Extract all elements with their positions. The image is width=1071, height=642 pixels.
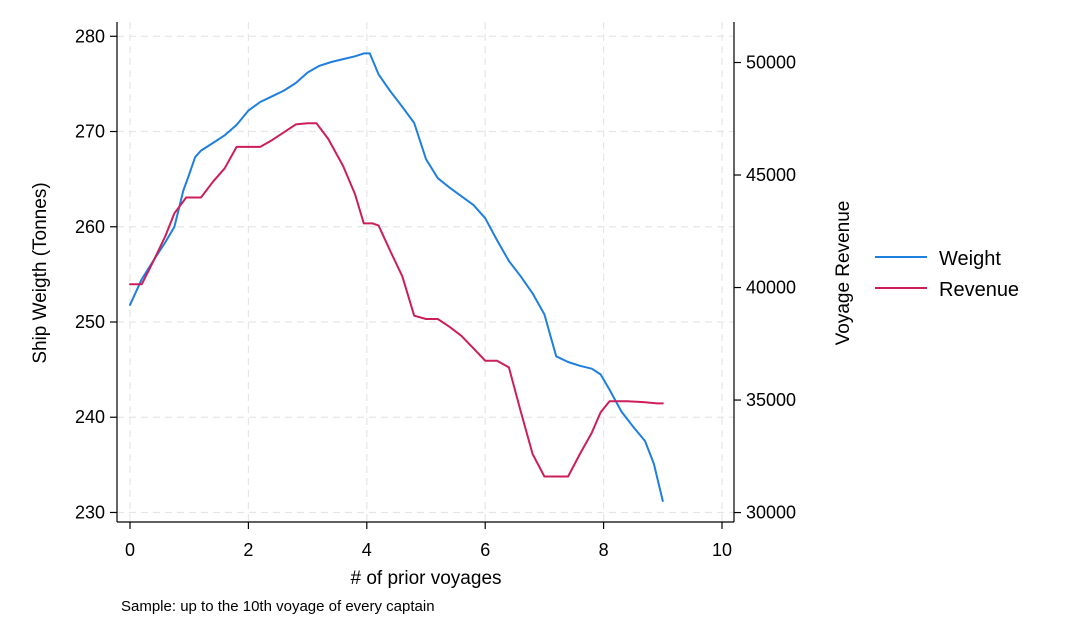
y2-axis-title: Voyage Revenue [833, 201, 854, 346]
y2-tick-label: 40000 [746, 278, 796, 298]
series-lines [129, 52, 664, 502]
axes: 0 2 4 6 8 10 230 240 250 260 270 280 30000 35000 40000… [75, 22, 796, 560]
series-line-weight [129, 52, 664, 502]
y-tick-label: 250 [75, 312, 105, 332]
y2-tick-label: 35000 [746, 390, 796, 410]
y-axis-title: Ship Weigth (Tonnes) [30, 182, 51, 363]
sample-note: Sample: up to the 10th voyage of every c… [121, 598, 435, 615]
x-tick-label: 8 [599, 540, 609, 560]
y2-tick-label: 45000 [746, 165, 796, 185]
legend: Weight Revenue [875, 248, 1019, 301]
y-tick-label: 230 [75, 502, 105, 522]
series-line-revenue [129, 122, 664, 478]
x-tick-label: 4 [362, 540, 372, 560]
y-tick-label: 240 [75, 407, 105, 427]
grid [117, 22, 734, 522]
x-tick-label: 10 [712, 540, 732, 560]
y2-tick-label: 50000 [746, 53, 796, 73]
y-tick-label: 260 [75, 217, 105, 237]
x-tick-label: 6 [480, 540, 490, 560]
y-tick-label: 270 [75, 122, 105, 142]
y2-tick-label: 30000 [746, 503, 796, 523]
legend-label-weight: Weight [939, 248, 1001, 270]
x-tick-label: 2 [243, 540, 253, 560]
legend-label-revenue: Revenue [939, 279, 1019, 301]
x-tick-label: 0 [125, 540, 135, 560]
y-tick-label: 280 [75, 26, 105, 46]
x-axis-title: # of prior voyages [350, 568, 501, 589]
